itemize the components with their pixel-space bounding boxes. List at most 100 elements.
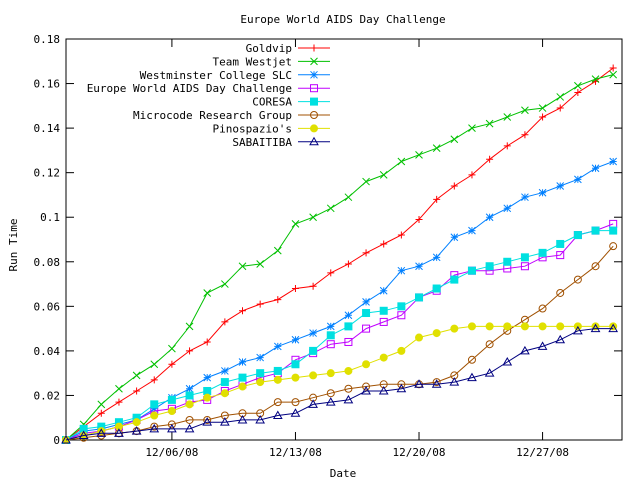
data-point [185, 322, 194, 331]
series-3 [62, 157, 618, 444]
data-point [432, 329, 441, 338]
data-point [309, 213, 317, 222]
data-point [327, 269, 335, 277]
data-point [291, 373, 300, 382]
data-point [326, 204, 335, 213]
y-tick-label: 0.08 [34, 256, 61, 269]
data-point [150, 411, 159, 420]
data-point [203, 373, 212, 382]
legend-item: CORESA [252, 96, 330, 109]
data-point [397, 266, 406, 275]
data-point [256, 369, 265, 378]
data-point [238, 382, 247, 391]
data-point [608, 323, 619, 333]
data-point [272, 410, 283, 419]
data-point [185, 415, 194, 424]
legend-label: Europe World AIDS Day Challenge [87, 82, 292, 95]
data-point [432, 253, 441, 262]
data-point [309, 371, 318, 380]
data-point [397, 231, 405, 239]
y-tick-label: 0.16 [34, 78, 61, 91]
data-point [256, 260, 265, 268]
data-point [556, 93, 565, 101]
data-point [468, 226, 476, 235]
data-point [397, 311, 406, 320]
data-point [520, 262, 529, 271]
data-point [203, 289, 212, 297]
legend-label: Westminster College SLC [140, 69, 292, 82]
data-point [184, 423, 195, 433]
data-point [310, 97, 318, 106]
data-point [203, 386, 212, 395]
data-point [380, 240, 388, 248]
data-point [344, 311, 353, 320]
data-point [574, 88, 582, 96]
x-tick-label: 12/20/08 [393, 446, 446, 459]
data-point [131, 426, 142, 435]
data-point [344, 337, 353, 346]
data-point [310, 111, 318, 119]
data-point [132, 418, 141, 427]
data-point [115, 384, 123, 393]
data-point [609, 226, 618, 235]
data-point [132, 371, 141, 380]
legend-item: Goldvip [246, 42, 330, 55]
data-point [150, 400, 159, 409]
y-tick-label: 0.06 [34, 300, 61, 313]
data-point [221, 367, 229, 375]
data-point [485, 262, 494, 271]
data-point [219, 417, 230, 426]
legend-label: CORESA [252, 96, 292, 109]
data-point [291, 335, 300, 344]
data-point [431, 379, 442, 388]
data-point [344, 260, 352, 268]
data-point [468, 171, 476, 179]
data-point [291, 398, 300, 407]
data-point [237, 414, 248, 424]
data-point [485, 213, 494, 222]
legend-item: Europe World AIDS Day Challenge [87, 82, 330, 95]
data-point [309, 346, 318, 355]
data-point [379, 317, 388, 326]
data-point [326, 322, 335, 331]
data-point [310, 84, 318, 93]
data-point [537, 341, 548, 350]
data-point [467, 355, 476, 364]
data-point [538, 104, 547, 112]
data-point [556, 182, 565, 190]
data-point [450, 182, 458, 190]
data-point [590, 323, 601, 333]
data-point [256, 378, 265, 387]
data-point [168, 360, 176, 368]
data-point [467, 266, 476, 275]
data-point [344, 193, 353, 202]
data-point [310, 44, 318, 52]
y-tick-label: 0.1 [40, 211, 60, 224]
data-point [485, 322, 494, 331]
data-point [503, 113, 512, 121]
data-point [310, 124, 318, 133]
legend-label: SABAITIBA [232, 136, 292, 149]
data-point [397, 157, 406, 166]
data-point [573, 325, 583, 335]
data-point [362, 309, 371, 318]
data-point [379, 353, 388, 362]
data-point [203, 415, 212, 424]
data-point [238, 262, 247, 271]
data-point [310, 70, 318, 79]
series-4 [62, 219, 618, 444]
data-point [167, 395, 176, 404]
data-point [326, 389, 335, 398]
series-5 [62, 226, 618, 444]
data-point [239, 307, 247, 315]
data-point [362, 298, 370, 306]
series-group [61, 64, 619, 444]
data-point [397, 346, 406, 355]
data-point [185, 391, 194, 400]
data-point [574, 175, 582, 184]
data-point [538, 188, 547, 197]
data-point [415, 293, 424, 302]
data-point [273, 246, 282, 255]
data-point [150, 404, 159, 413]
data-point [291, 220, 300, 228]
